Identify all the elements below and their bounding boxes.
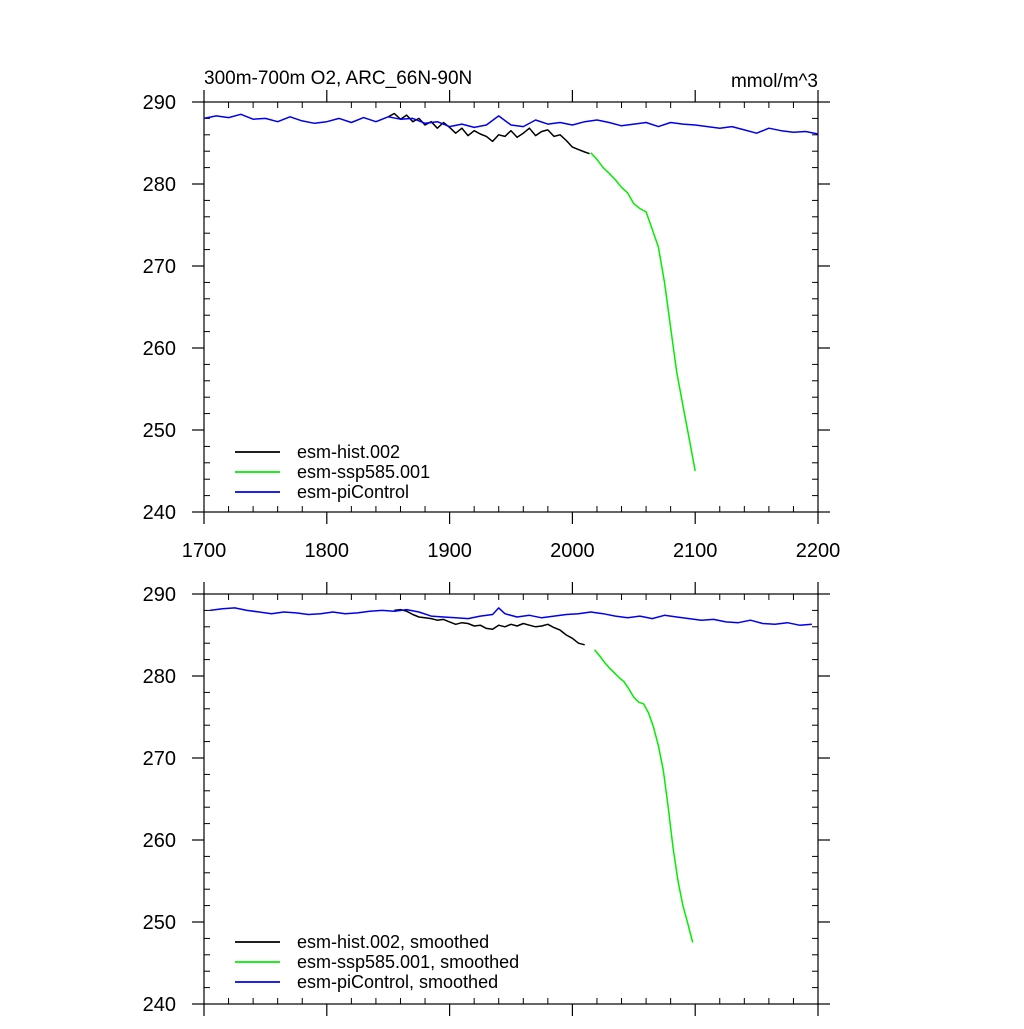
series-line-ssp [593,649,694,943]
chart-units: mmol/m^3 [731,71,818,92]
x-tick-label: 1900 [427,540,472,562]
y-tick-label: 290 [143,92,176,114]
y-tick-label: 240 [143,502,176,524]
series-line-piControl [203,113,819,135]
x-tick-label: 1800 [305,540,350,562]
y-tick-label: 270 [143,748,176,770]
y-tick-label: 290 [143,584,176,606]
bottom-panel: 240 250 260 270 280 290 esm-hist.002, smoothed… [143,582,830,1016]
x-tick-label: 2100 [673,540,718,562]
y-tick-label: 270 [143,256,176,278]
legend-label: esm-hist.002, smoothed [297,932,489,952]
y-tick-label: 280 [143,174,176,196]
legend-label: esm-piControl, smoothed [297,972,498,992]
x-tick-label: 2200 [796,540,841,562]
legend-label: esm-ssp585.001 [297,462,430,482]
series-line-ssp [590,152,696,472]
y-tick-label: 250 [143,420,176,442]
chart-title: 300m-700m O2, ARC_66N-90N [204,68,472,89]
y-tick-label: 250 [143,912,176,934]
plot-frame [203,101,819,513]
y-tick-label: 240 [143,994,176,1016]
legend-label: esm-piControl [297,482,409,502]
top-panel: 1700 1800 1900 2000 2100 2200 240 250 260 270 280 2… [143,90,841,562]
x-tick-label: 1700 [182,540,227,562]
y-tick-label: 280 [143,666,176,688]
legend-label: esm-ssp585.001, smoothed [297,952,519,972]
y-tick-label: 260 [143,830,176,852]
plot-frame [203,593,819,1005]
series-line-hist [394,608,585,646]
y-tick-label: 260 [143,338,176,360]
series-line-piControl [210,607,812,626]
x-tick-label: 2000 [550,540,595,562]
legend-label: esm-hist.002 [297,442,400,462]
